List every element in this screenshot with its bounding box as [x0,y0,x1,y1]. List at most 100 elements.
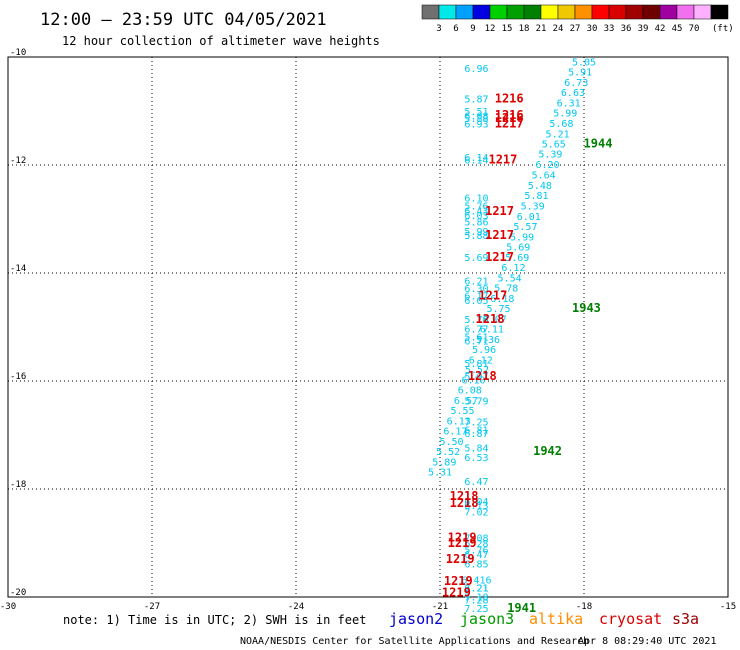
wave-height-value: 6.11 [480,325,504,336]
wave-height-value: 6.31 [557,98,581,109]
colorbar-swatch [523,4,542,20]
wave-height-value: 6.17 [443,427,467,438]
colorbar-tick-label: 18 [519,24,530,34]
wave-height-value: 6.28 [464,539,488,550]
wave-height-value: 6.81 [464,426,488,437]
colorbar-tick-label: 30 [587,24,598,34]
colorbar-tick-label: 45 [672,24,683,34]
colorbar-swatch [455,4,474,20]
wave-height-value: 6.18 [490,294,514,305]
colorbar-swatch [438,4,457,20]
wave-height-value: 5.68 [549,119,573,130]
wave-height-value: 5.78 [494,284,518,295]
wave-height-value: 6.93 [464,119,488,130]
wave-height-value: 5.57 [513,222,537,233]
pass-time-label: 1219 [444,574,473,588]
colorbar-swatch [608,4,627,20]
wave-height-value: 6.12 [469,355,493,366]
wave-height-value: 5.86 [464,218,488,229]
grid-lines [8,57,728,597]
wave-height-value: 5.99 [464,227,488,238]
colorbar-tick-label: 39 [638,24,649,34]
pass-time-label: 1217 [485,204,514,218]
colorbar-tick-label: 3 [436,24,441,34]
wave-height-value: 5.65 [542,139,566,150]
pass-time-label: 1218 [476,312,505,326]
y-tick-label: -12 [10,156,26,166]
pass-time-label: 1219 [448,536,477,550]
x-tick-label: -18 [576,602,592,612]
colorbar-swatch [472,4,491,20]
colorbar-tick-label: 27 [570,24,581,34]
x-tick-label: -24 [288,602,304,612]
wave-height-value: 5.52 [436,447,460,458]
wave-height-value: 5.52 [465,365,489,376]
wave-height-value: 5.81 [524,191,548,202]
pass-time-label: 1216 [495,92,524,106]
wave-height-value: 5.51 [464,107,488,118]
chart-subtitle: 12 hour collection of altimeter wave hei… [62,34,380,48]
y-tick-label: -10 [10,48,26,58]
wave-height-value: 6.10 [464,193,488,204]
pass-time-label: 1218 [468,369,497,383]
pass-time-label: 1942 [533,444,562,458]
colorbar-tick-label: 42 [655,24,666,34]
colorbar-swatch [489,4,508,20]
colorbar-unit-label: (ft) [712,24,734,34]
wave-height-value: 7.21 [464,583,488,594]
wave-height-value: 6.08 [464,111,488,122]
wave-height-value: 5.99 [510,232,534,243]
colorbar-tick-label: 6 [453,24,458,34]
wave-height-value: 6.10 [462,375,486,386]
colorbar-legend: 3 6 9 12 15 18 21 24 27 30 33 36 39 42 45 70 (ft) [421,4,734,34]
pass-time-label: 1941 [507,601,536,615]
wave-height-value: 6.43 [464,206,488,217]
colorbar-swatch [693,4,712,20]
y-tick-label: -16 [10,372,26,382]
colorbar-tick-label: 9 [470,24,475,34]
colorbar-swatch [591,4,610,20]
wave-height-value: 5.76 [464,202,488,213]
colorbar-tick-label: 15 [502,24,513,34]
colorbar-tick-label: 70 [689,24,700,34]
wave-height-value: 5.36 [476,335,500,346]
wave-height-value: 5.21 [546,130,570,141]
pass-time-label: 1217 [488,153,517,167]
wave-height-value: 6.77 [464,325,488,336]
pass-time-label: 1217 [485,250,514,264]
wave-height-value: 5.31 [428,468,452,479]
wave-height-value: 6.96 [464,64,488,75]
x-tick-label: -21 [432,602,448,612]
wave-height-value: 5.69 [505,253,529,264]
wave-height-value: 6.47 [464,550,488,561]
wave-height-value: 6.85 [464,560,488,571]
wave-height-value: 5.39 [538,150,562,161]
wave-height-value: 6.05 [464,296,488,307]
wave-height-value: 7.18 [464,592,488,603]
y-tick-label: -14 [10,264,26,274]
wave-height-value: 5.39 [521,202,545,213]
wave-height-value: 5.54 [498,273,522,284]
wave-height-value: 6.63 [561,88,585,99]
axis-tick-labels: -30 -27 -24 -21 -18 -15 -10 -12 -14 -16 -18 -20 [0,48,736,612]
pass-time-label: 1219 [442,586,471,600]
wave-height-value: 6.04 [464,497,488,508]
colorbar-tick-label: 33 [604,24,615,34]
wave-height-value: 6.20 [535,160,559,171]
wave-height-value: 5.69 [464,253,488,264]
wave-height-value: 6.30 [464,284,488,295]
wave-height-points: 5.055.916.736.636.315.995.685.215.655.39… [428,57,596,614]
wave-height-value: 5.89 [432,457,456,468]
x-tick-label: -30 [0,602,16,612]
wave-height-value: 5.91 [568,68,592,79]
wave-height-value: 6.73 [564,78,588,89]
wave-height-value: 5.50 [439,437,463,448]
note-text: note: 1) Time is in UTC; 2) SWH is in fe… [63,613,366,627]
colorbar-swatch [421,4,440,20]
wave-height-value: 5.48 [528,181,552,192]
wave-height-value: 6.03 [464,211,488,222]
pass-time-label: 1219 [446,552,475,566]
colorbar-swatch [659,4,678,20]
colorbar-swatch [574,4,593,20]
